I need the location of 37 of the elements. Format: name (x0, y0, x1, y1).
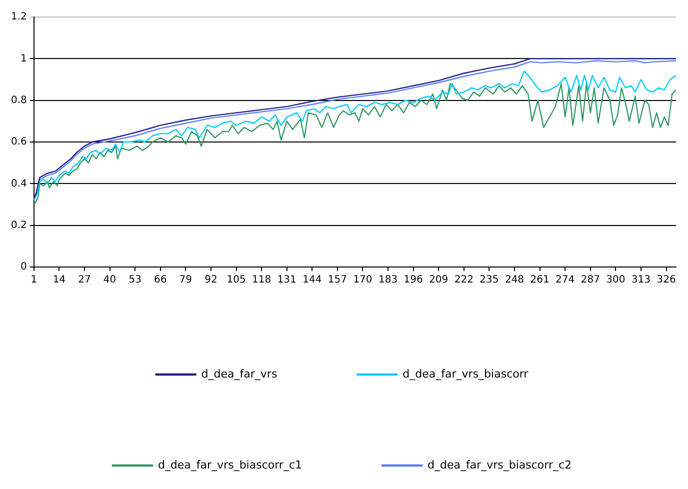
y-tick-label: 0.6 (10, 136, 27, 148)
x-tick-label: 170 (353, 274, 372, 286)
x-tick-label: 27 (78, 274, 91, 286)
x-tick-label: 300 (606, 274, 626, 286)
y-tick-label: 0.8 (10, 94, 27, 106)
x-tick-label: 235 (480, 274, 499, 286)
legend-label: d_dea_far_vrs (201, 367, 278, 380)
x-tick-label: 66 (154, 274, 167, 286)
x-tick-label: 326 (656, 274, 676, 286)
legend-label: d_dea_far_vrs_biascorr (402, 367, 529, 380)
legend-label: d_dea_far_vrs_biascorr_c2 (428, 458, 572, 472)
x-tick-label: 40 (103, 274, 116, 286)
x-tick-label: 118 (252, 274, 272, 286)
y-tick-label: 0 (20, 262, 27, 273)
x-tick-label: 131 (277, 274, 296, 286)
x-tick-label: 1 (30, 274, 38, 286)
legend-label: d_dea_far_vrs_biascorr_c1 (158, 458, 302, 472)
x-tick-label: 144 (302, 274, 322, 286)
x-tick-label: 287 (580, 274, 600, 286)
x-tick-label: 313 (631, 274, 651, 286)
y-tick-label: 0.2 (10, 220, 27, 231)
x-tick-label: 53 (128, 274, 142, 286)
y-tick-label: 0.4 (10, 178, 27, 190)
x-tick-label: 105 (226, 274, 246, 286)
x-tick-label: 261 (530, 274, 550, 286)
y-tick-label: 1.2 (10, 12, 27, 23)
x-tick-label: 79 (179, 274, 192, 286)
x-tick-label: 196 (404, 274, 423, 286)
x-tick-label: 183 (378, 274, 398, 286)
x-tick-label: 157 (328, 274, 347, 286)
x-tick-label: 222 (454, 274, 474, 286)
x-tick-label: 209 (429, 274, 448, 286)
y-tick-label: 1 (20, 53, 27, 64)
x-tick-label: 14 (52, 274, 66, 286)
x-tick-label: 92 (204, 274, 218, 286)
x-tick-label: 248 (504, 274, 524, 286)
x-tick-label: 274 (556, 274, 575, 286)
